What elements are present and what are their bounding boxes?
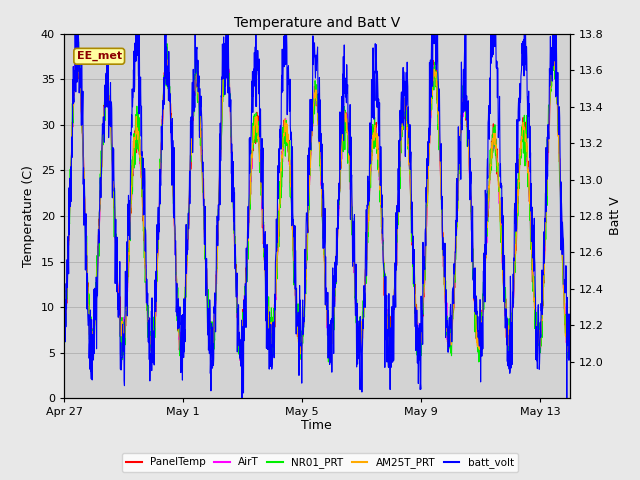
Y-axis label: Temperature (C): Temperature (C)	[22, 165, 35, 267]
Legend: PanelTemp, AirT, NR01_PRT, AM25T_PRT, batt_volt: PanelTemp, AirT, NR01_PRT, AM25T_PRT, ba…	[122, 453, 518, 472]
X-axis label: Time: Time	[301, 419, 332, 432]
Text: EE_met: EE_met	[77, 51, 122, 61]
Title: Temperature and Batt V: Temperature and Batt V	[234, 16, 400, 30]
Y-axis label: Batt V: Batt V	[609, 197, 622, 235]
